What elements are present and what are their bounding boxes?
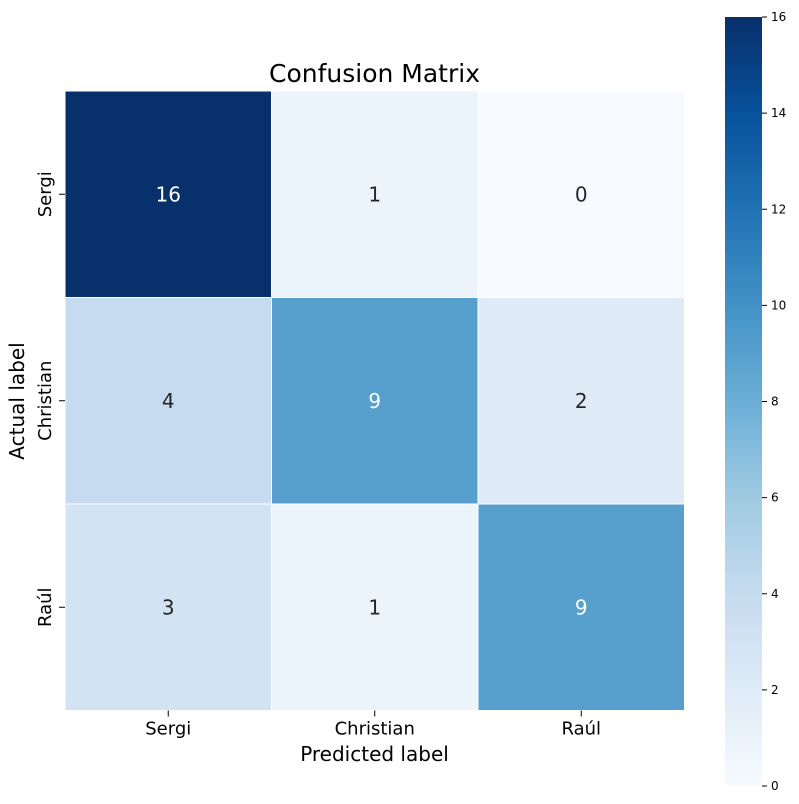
x-tick-label-2: Raúl — [561, 719, 601, 740]
colorbar-tick-label-1: 2 — [771, 683, 779, 697]
colorbar-tick-label-8: 16 — [771, 10, 786, 24]
heatmap-cell-1-2 — [477, 297, 685, 505]
y-tick-label-1: Christian — [35, 361, 56, 441]
colorbar-tick-label-4: 8 — [771, 395, 779, 409]
y-tick-label-2: Raúl — [35, 587, 56, 627]
cell-value-label-0-1: 1 — [368, 182, 381, 206]
heatmap-cell-0-0 — [64, 90, 272, 298]
cell-value-label-2-2: 9 — [575, 595, 588, 619]
cell-value-label-1-2: 2 — [575, 389, 588, 413]
heatmap-cell-2-0 — [64, 503, 272, 711]
colorbar-tick-label-2: 4 — [771, 587, 779, 601]
cell-value-label-0-0: 16 — [156, 182, 181, 206]
chart-title: Confusion Matrix — [269, 59, 480, 88]
x-tick-label-1: Christian — [335, 719, 415, 740]
cell-value-label-2-1: 1 — [368, 595, 381, 619]
heatmap-cell-0-1 — [271, 90, 479, 298]
colorbar-tick-label-6: 12 — [771, 202, 786, 216]
colorbar: 0 2 4 6 8 10 12 14 16 — [725, 10, 786, 793]
heatmap-cells — [64, 90, 685, 711]
heatmap-cell-0-2 — [477, 90, 685, 298]
colorbar-tick-label-0: 0 — [771, 779, 779, 793]
x-tick-label-0: Sergi — [145, 719, 191, 740]
x-axis-label: Predicted label — [300, 742, 449, 766]
colorbar-tick-label-3: 6 — [771, 491, 779, 505]
cell-value-label-0-2: 0 — [575, 182, 588, 206]
heatmap-cell-1-1 — [271, 297, 479, 505]
colorbar-gradient — [725, 17, 762, 786]
cell-value-label-1-0: 4 — [162, 389, 175, 413]
y-tick-label-0: Sergi — [35, 171, 56, 217]
x-axis: Sergi Christian Raúl — [145, 710, 601, 740]
heatmap-cell-labels: 16 1 04 9 23 1 9 — [156, 182, 588, 619]
colorbar-tick-label-7: 14 — [771, 106, 786, 120]
cell-value-label-2-0: 3 — [162, 595, 175, 619]
cell-value-label-1-1: 9 — [368, 389, 381, 413]
y-axis-label: Actual label — [5, 342, 29, 459]
heatmap-cell-2-1 — [271, 503, 479, 711]
heatmap-cell-1-0 — [64, 297, 272, 505]
colorbar-tick-label-5: 10 — [771, 298, 786, 312]
y-axis: Sergi Christian Raúl — [35, 171, 65, 627]
